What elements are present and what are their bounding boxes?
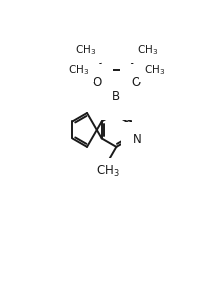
Text: B: B [112, 90, 120, 103]
Text: CH$_3$: CH$_3$ [137, 44, 158, 57]
Text: CH$_3$: CH$_3$ [75, 44, 96, 57]
Text: O: O [92, 76, 101, 89]
Text: CH$_3$: CH$_3$ [144, 63, 165, 77]
Text: CH$_3$: CH$_3$ [96, 164, 120, 179]
Text: O: O [132, 76, 141, 89]
Text: N: N [133, 134, 141, 146]
Text: CH$_3$: CH$_3$ [68, 63, 89, 77]
